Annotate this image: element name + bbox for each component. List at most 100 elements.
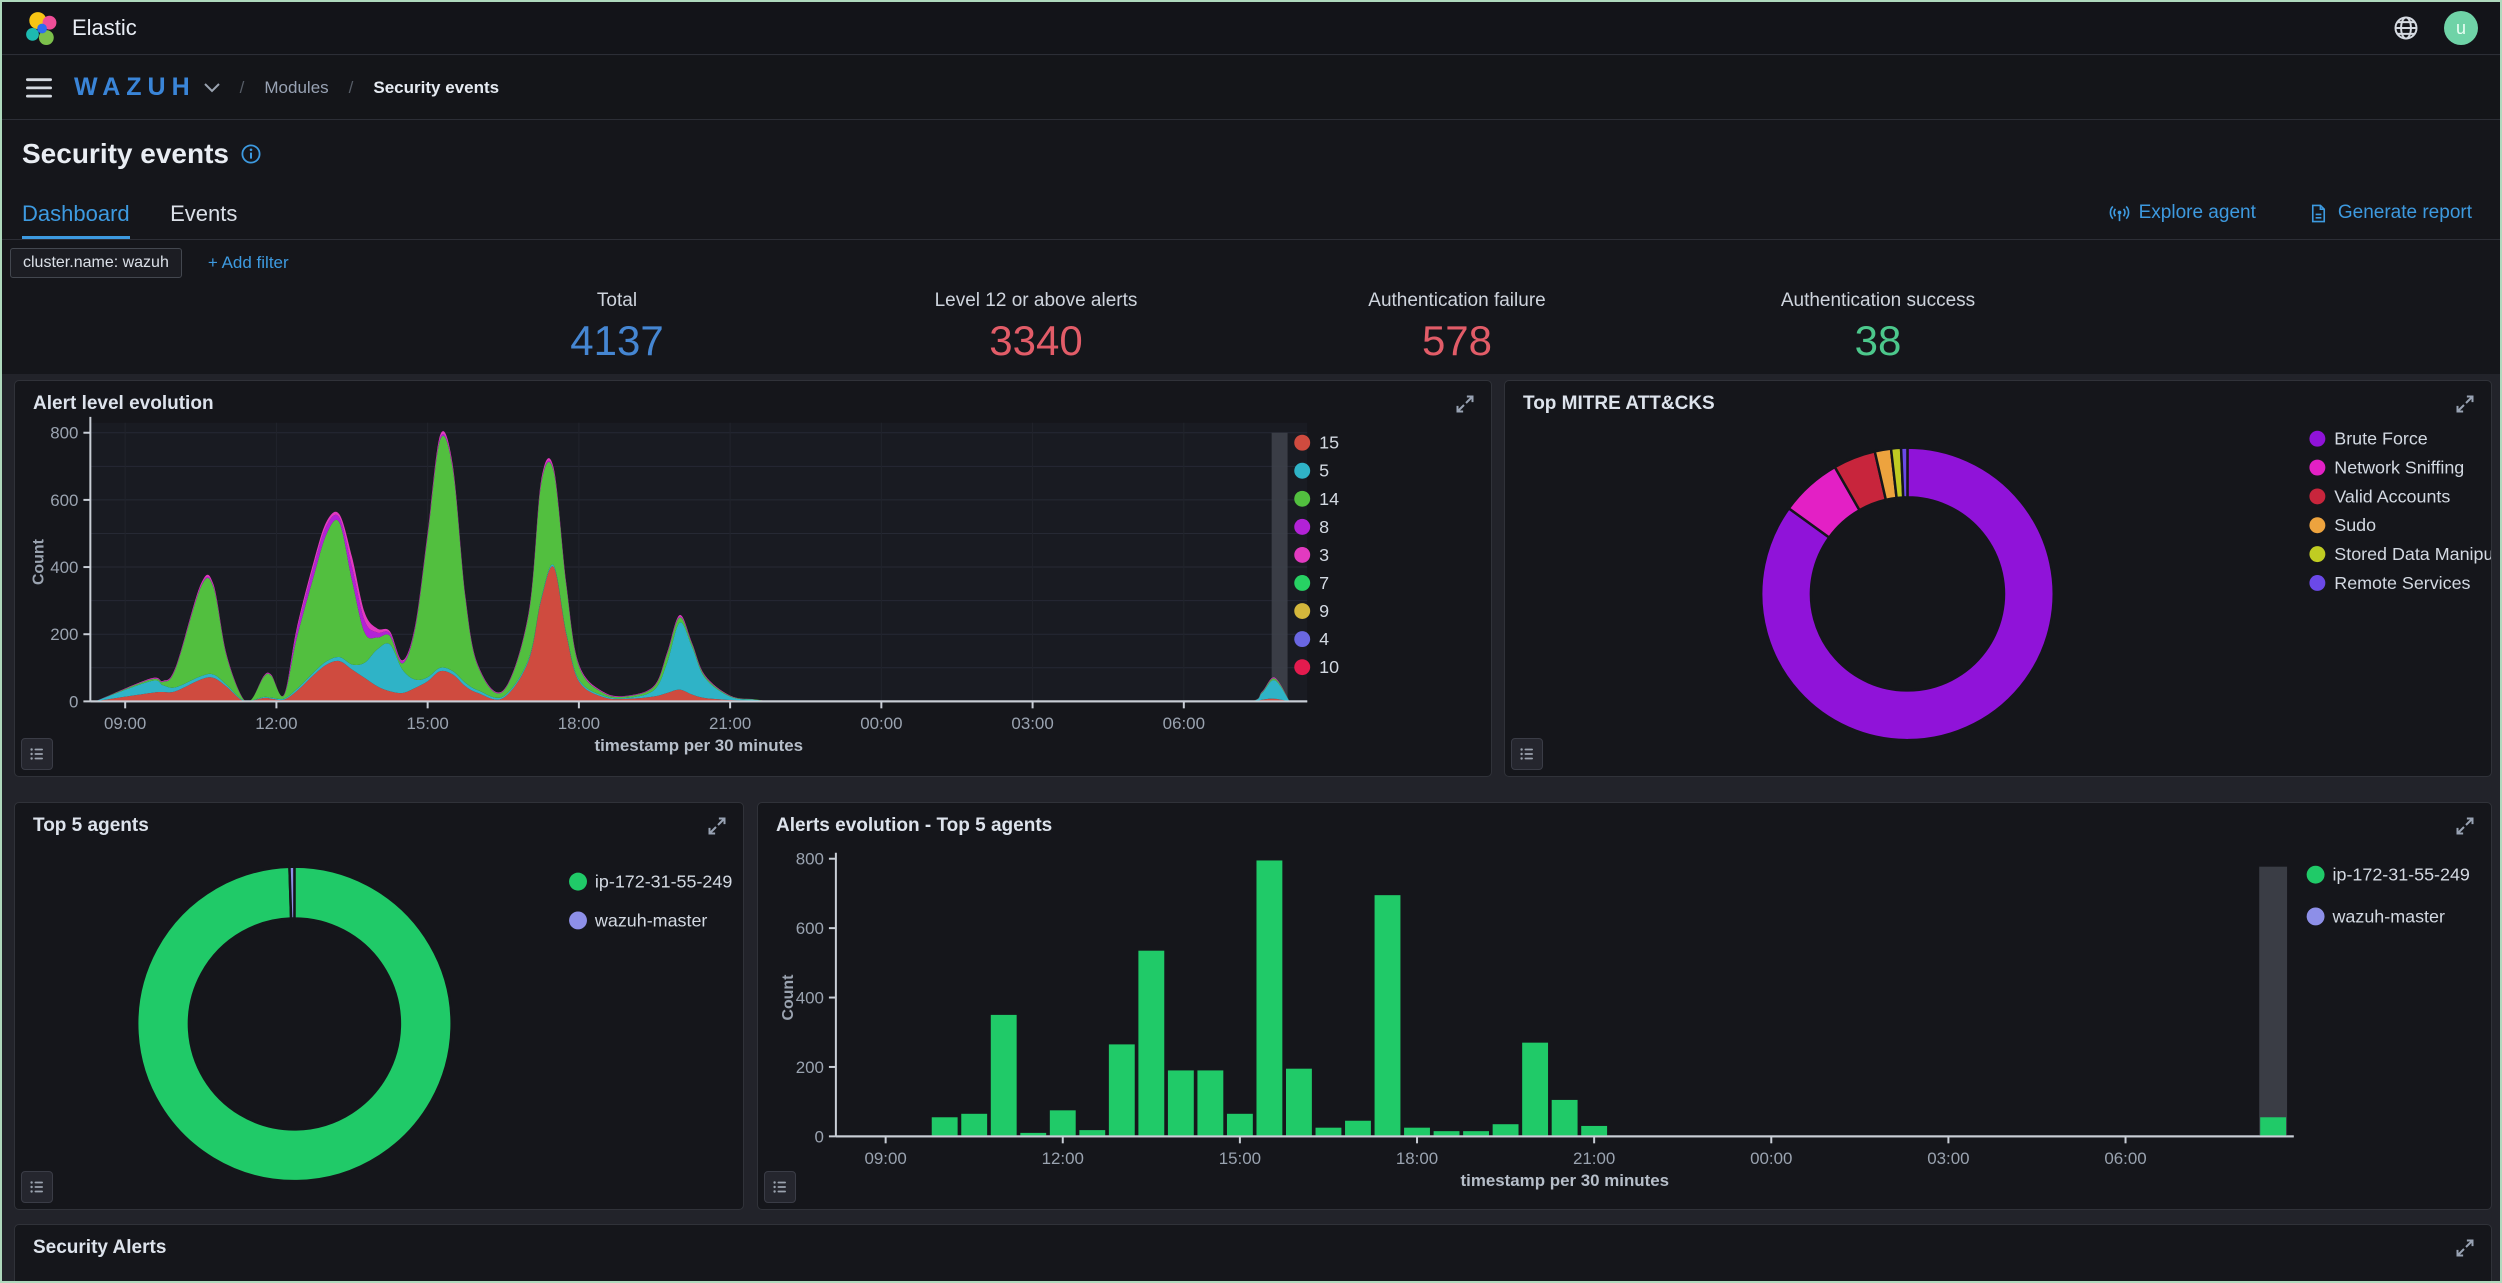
title-row: Security events (22, 138, 261, 170)
legend-item[interactable]: 4 (1294, 629, 1329, 649)
svg-text:400: 400 (50, 558, 78, 577)
expand-icon[interactable] (2455, 816, 2475, 836)
alerts-evolution-chart[interactable]: 0 200 400 600 800 09:00 12:00 15:00 18:00 21:00 00… (758, 803, 2491, 1209)
panel-title: Alerts evolution - Top 5 agents (776, 815, 1053, 836)
expand-icon[interactable] (1455, 394, 1475, 414)
bar (1226, 1113, 1253, 1137)
stat-auth-failure: Authentication failure 578 (1247, 290, 1667, 365)
svg-text:timestamp per 30 minutes: timestamp per 30 minutes (594, 736, 803, 755)
inspect-icon[interactable] (21, 738, 53, 770)
svg-text:15:00: 15:00 (406, 714, 448, 733)
svg-text:800: 800 (50, 424, 78, 443)
expand-icon[interactable] (2455, 1238, 2475, 1258)
tabs-row: Dashboard Events Explore agent Generate … (2, 192, 2500, 240)
legend-item[interactable]: 5 (1294, 461, 1329, 481)
top-mitre-attacks-chart[interactable]: Brute Force Network Sniffing Valid Account… (1505, 381, 2491, 776)
bar (1049, 1110, 1076, 1137)
explore-agent-label: Explore agent (2138, 202, 2256, 223)
donut-slice (1759, 446, 2055, 742)
svg-text:7: 7 (1319, 573, 1329, 593)
bar (1463, 1131, 1490, 1137)
stat-total: Total 4137 (407, 290, 827, 365)
tab-dashboard[interactable]: Dashboard (22, 192, 130, 239)
top-app-bar: Elastic u (2, 2, 2500, 55)
tab-actions: Explore agent Generate report (2109, 202, 2472, 224)
legend-item[interactable]: 9 (1294, 601, 1329, 621)
svg-text:03:00: 03:00 (1927, 1149, 1969, 1168)
svg-text:200: 200 (796, 1058, 824, 1077)
legend-item[interactable]: 15 (1294, 433, 1339, 453)
donut-slice (135, 865, 453, 1183)
add-filter-link[interactable]: + Add filter (207, 253, 289, 272)
expand-icon[interactable] (2455, 394, 2475, 414)
wazuh-logo-menu[interactable]: WAZUH (74, 73, 220, 102)
user-avatar[interactable]: u (2444, 11, 2478, 45)
legend-item[interactable]: 8 (1294, 517, 1329, 537)
svg-text:600: 600 (50, 491, 78, 510)
legend-item[interactable]: 3 (1294, 545, 1329, 565)
legend-item[interactable]: wazuh-master (2306, 906, 2445, 926)
legend-item[interactable]: Valid Accounts (2309, 486, 2450, 506)
breadcrumb-modules[interactable]: Modules (264, 77, 329, 97)
alert-level-evolution-chart[interactable]: 0 200 400 600 800 09:00 12:00 15:00 18:00 21:00 00… (15, 381, 1491, 776)
bar (1286, 1068, 1312, 1137)
panel-alerts-evolution-top-5-agents: Alerts evolution - Top 5 agents 0 200 400 6… (757, 802, 2492, 1210)
filter-chip[interactable]: cluster.name: wazuh (10, 248, 182, 278)
bar (961, 1113, 988, 1137)
legend-item[interactable]: Brute Force (2309, 429, 2428, 449)
wazuh-nav-bar: WAZUH / Modules / Security events (2, 56, 2500, 120)
info-icon[interactable] (241, 144, 261, 164)
donut-slice (1899, 446, 1909, 499)
svg-text:03:00: 03:00 (1011, 714, 1053, 733)
svg-text:wazuh-master: wazuh-master (2332, 906, 2445, 926)
generate-report-label: Generate report (2337, 202, 2472, 223)
globe-icon[interactable] (2392, 14, 2420, 42)
bar (1197, 1070, 1224, 1137)
bar (1492, 1124, 1519, 1137)
legend-item[interactable]: Sudo (2309, 515, 2376, 535)
antenna-icon (2109, 205, 2129, 221)
panel-top-5-agents: Top 5 agents ip-172-31-55-249 wazuh-maste… (14, 802, 744, 1210)
chevron-down-icon (203, 82, 220, 92)
svg-text:8: 8 (1319, 517, 1329, 537)
svg-text:18:00: 18:00 (1396, 1149, 1438, 1168)
bar (931, 1117, 958, 1137)
panel-top-mitre-attacks: Top MITRE ATT&CKS Brute Force Network Sni… (1504, 380, 2492, 777)
legend-item[interactable]: 7 (1294, 573, 1329, 593)
tab-events[interactable]: Events (170, 201, 238, 226)
svg-text:21:00: 21:00 (1573, 1149, 1615, 1168)
legend-item[interactable]: Network Sniffing (2309, 458, 2464, 478)
svg-text:12:00: 12:00 (255, 714, 297, 733)
legend-item[interactable]: Remote Services (2309, 573, 2471, 593)
elastic-logo (26, 12, 57, 45)
bar (2260, 1117, 2287, 1137)
svg-text:3: 3 (1319, 545, 1329, 565)
inspect-icon[interactable] (21, 1171, 53, 1203)
legend-item[interactable]: 14 (1294, 489, 1339, 509)
svg-text:ip-172-31-55-249: ip-172-31-55-249 (595, 872, 732, 892)
bar (990, 1014, 1017, 1137)
legend-item[interactable]: wazuh-master (569, 910, 707, 930)
svg-text:9: 9 (1319, 601, 1329, 621)
hamburger-icon[interactable] (26, 77, 52, 99)
brand-label: Elastic (72, 15, 137, 40)
top-5-agents-chart[interactable]: ip-172-31-55-249 wazuh-master (15, 803, 743, 1209)
inspect-icon[interactable] (764, 1171, 796, 1203)
explore-agent-button[interactable]: Explore agent (2109, 202, 2256, 224)
legend-item[interactable]: ip-172-31-55-249 (2306, 865, 2470, 885)
bar (1374, 895, 1401, 1137)
stat-label: Level 12 or above alerts (934, 290, 1138, 311)
stat-auth-success: Authentication success 38 (1668, 290, 2088, 365)
generate-report-button[interactable]: Generate report (2308, 202, 2472, 224)
bar (1020, 1132, 1047, 1137)
bar (1167, 1070, 1194, 1137)
legend-item[interactable]: ip-172-31-55-249 (569, 872, 732, 892)
partial-bucket-band (1271, 432, 1288, 702)
expand-icon[interactable] (707, 816, 727, 836)
stat-level12: Level 12 or above alerts 3340 (826, 290, 1246, 365)
legend-item[interactable]: Stored Data Manipu... (2309, 544, 2491, 564)
legend-item[interactable]: 10 (1294, 657, 1339, 677)
stat-value: 3340 (989, 317, 1083, 364)
inspect-icon[interactable] (1511, 738, 1543, 770)
